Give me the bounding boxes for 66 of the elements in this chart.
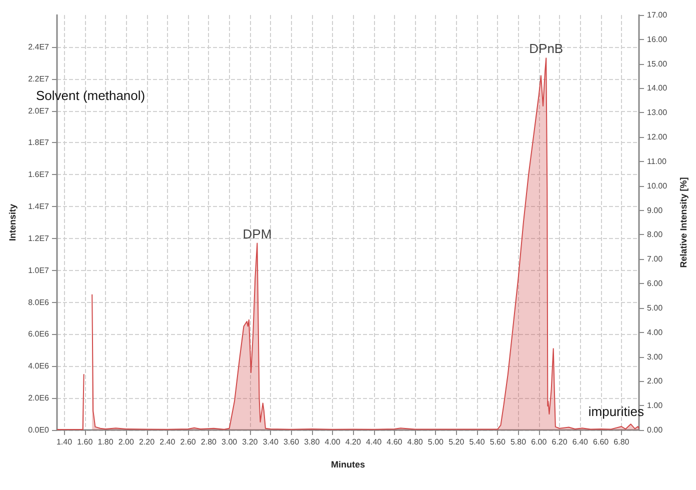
x-tick-label: 3.00 <box>222 438 238 446</box>
y-tick-label: 1.2E7 <box>28 234 50 243</box>
y2-tick-label: 10.00 <box>647 181 668 190</box>
y-tick-label: 2.4E7 <box>28 42 50 52</box>
y2-tick-label: 6.00 <box>647 279 664 288</box>
x-tick-label: 2.40 <box>160 438 176 446</box>
x-tick-label: 5.60 <box>490 438 506 446</box>
x-tick-label: 1.40 <box>56 438 73 446</box>
y-tick-label: 2.2E7 <box>28 74 50 84</box>
annotation: Solvent (methanol) <box>36 88 146 103</box>
x-tick-label: 2.80 <box>200 438 218 446</box>
y2-tick-label: 8.00 <box>647 230 664 240</box>
annotation: DPnB <box>529 41 564 56</box>
y2-tick-label: 3.00 <box>647 352 664 362</box>
x-tick-label: 2.20 <box>138 438 156 446</box>
x-tick-label: 5.00 <box>428 438 444 446</box>
y2-tick-label: 15.00 <box>647 59 668 68</box>
x-tick-label: 3.60 <box>283 438 300 446</box>
annotation: DPM <box>242 226 272 242</box>
x-tick-label: 4.60 <box>386 438 403 446</box>
x-tick-label: 4.00 <box>324 438 341 446</box>
y-tick-label: 6.0E6 <box>28 330 50 339</box>
y2-tick-label: 9.00 <box>647 206 664 215</box>
x-tick-label: 5.80 <box>510 438 527 446</box>
y-tick-label: 4.0E6 <box>28 362 50 371</box>
y-tick-label: 1.6E7 <box>28 170 50 180</box>
y-tick-label: 1.8E7 <box>28 138 50 148</box>
x-tick-label: 3.80 <box>304 438 320 446</box>
y-tick-label: 8.0E6 <box>28 298 50 307</box>
y2-tick-label: 1.00 <box>647 401 664 410</box>
y2-tick-label: 17.00 <box>647 10 668 20</box>
y-tick-label: 0.0E0 <box>28 426 50 434</box>
x-axis-title: Minutes <box>330 460 366 470</box>
y2-tick-label: 0.00 <box>647 426 664 434</box>
x-tick-label: 3.40 <box>262 438 279 446</box>
x-tick-label: 4.80 <box>407 438 424 446</box>
x-tick-label: 6.20 <box>552 438 568 446</box>
y-tick-label: 2.0E7 <box>28 106 50 116</box>
y-tick-label: 1.0E7 <box>28 266 50 275</box>
y2-tick-label: 7.00 <box>647 254 664 264</box>
x-tick-label: 6.60 <box>593 438 610 446</box>
y2-tick-label: 2.00 <box>647 376 664 386</box>
x-tick-label: 6.80 <box>614 438 630 446</box>
y-tick-label: 2.0E6 <box>28 394 50 403</box>
y2-tick-label: 11.00 <box>647 156 667 166</box>
y2-axis-title: Relative Intensity [%] <box>678 177 688 268</box>
x-tick-label: 6.40 <box>572 438 589 446</box>
x-tick-label: 3.20 <box>242 438 258 446</box>
x-tick-label: 4.20 <box>345 438 362 446</box>
x-tick-label: 5.20 <box>448 438 465 446</box>
y2-tick-label: 14.00 <box>647 84 668 93</box>
x-tick-label: 5.40 <box>469 438 486 446</box>
x-tick-label: 4.40 <box>366 438 382 446</box>
x-tick-label: 6.00 <box>531 438 548 446</box>
annotation: impurities <box>588 404 644 419</box>
y2-tick-label: 16.00 <box>647 34 668 44</box>
y2-tick-label: 12.00 <box>647 132 668 142</box>
x-tick-label: 2.60 <box>180 438 196 446</box>
x-tick-label: 2.00 <box>118 438 134 446</box>
y-tick-label: 1.4E7 <box>28 202 50 212</box>
y2-tick-label: 5.00 <box>647 303 664 312</box>
y2-tick-label: 4.00 <box>647 328 664 337</box>
y-axis-title: Intensity <box>8 204 18 242</box>
x-tick-label: 1.60 <box>77 438 94 446</box>
x-tick-label: 1.80 <box>98 438 114 446</box>
y2-tick-label: 13.00 <box>647 108 668 118</box>
